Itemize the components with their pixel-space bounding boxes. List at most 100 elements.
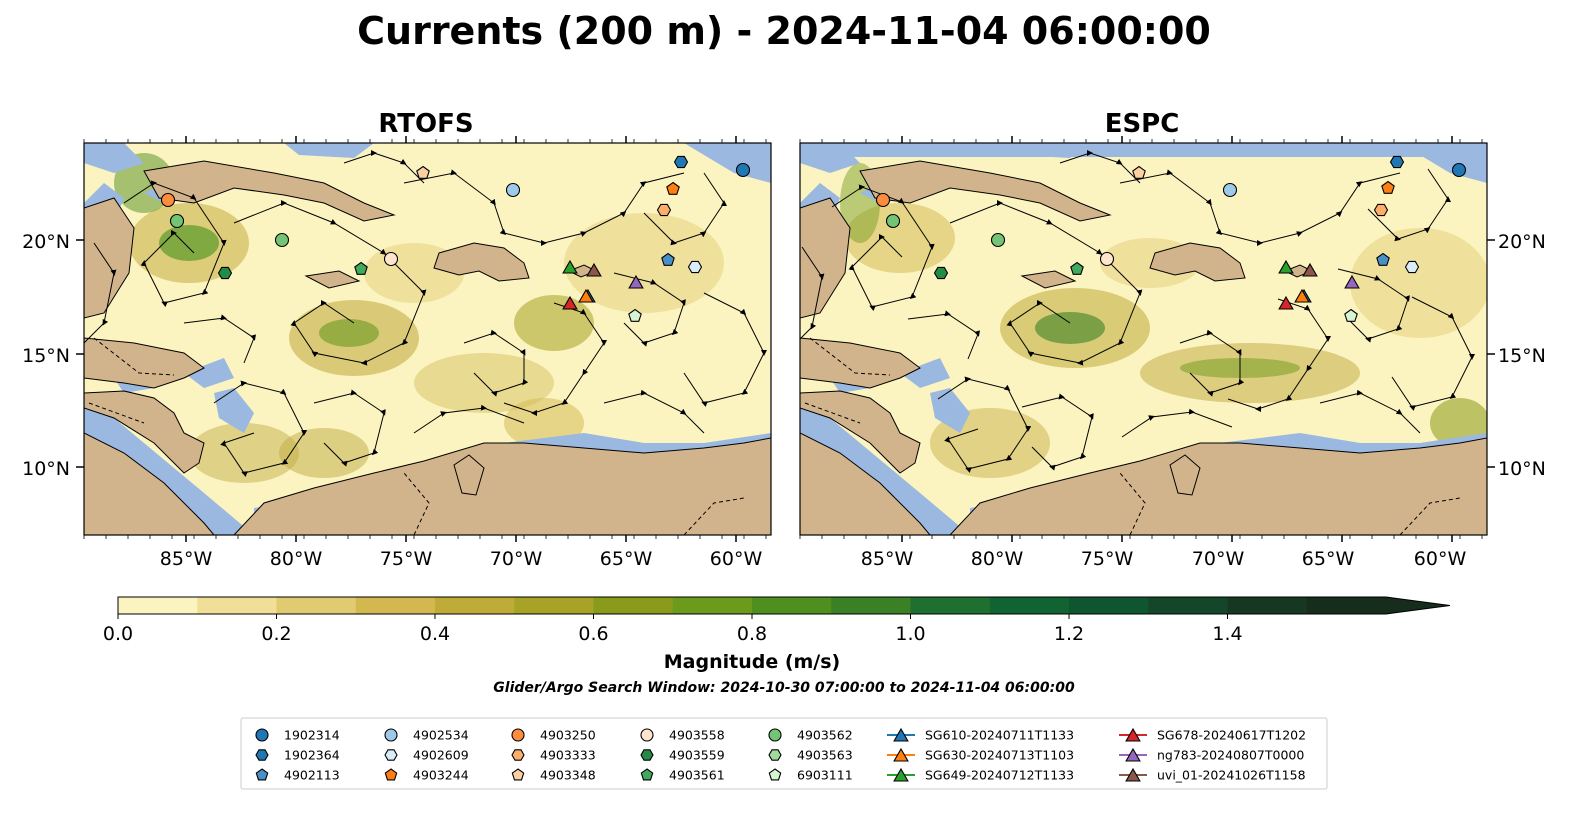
float-marker-circle [768, 728, 782, 742]
float-marker-hexagon [656, 203, 672, 217]
float-marker-circle [1099, 251, 1115, 267]
lat-tick-label: 10°N [22, 458, 70, 480]
lat-tick-label: 15°N [1498, 345, 1546, 367]
maracaibo-land [1169, 454, 1201, 496]
colorbar-segment [276, 597, 357, 614]
country-border [403, 472, 430, 535]
float-marker-triangle [578, 288, 594, 303]
country-border [93, 337, 175, 376]
float-marker-hexagon [511, 749, 525, 761]
streamline [463, 329, 529, 397]
colorbar-tick-label: 1.4 [1212, 623, 1242, 645]
lat-tick-label: 15°N [22, 345, 70, 367]
float-marker-circle [255, 728, 269, 742]
streamline [603, 389, 705, 434]
float-marker-pentagon [1376, 252, 1390, 266]
streamline [1227, 298, 1331, 412]
colorbar-segment [1227, 597, 1308, 614]
legend-label: 6903111 [797, 768, 853, 783]
lon-tick-label: 75°W [1081, 548, 1134, 570]
lon-tick-label: 85°W [160, 548, 213, 570]
map-ticks [76, 136, 767, 542]
no-data-area [184, 358, 234, 388]
streamlines [84, 150, 767, 477]
colorbar-segment [435, 597, 515, 614]
colorbar-tick-label: 0.8 [737, 623, 767, 645]
colorbar: 0.0 0.2 0.4 0.6 0.8 1.0 1.2 1.4 [103, 596, 1451, 645]
float-markers [160, 155, 751, 322]
float-marker-hexagon [384, 749, 398, 761]
no-data-area [1000, 143, 1090, 158]
colorbar-segment [197, 597, 277, 614]
float-marker-pentagon [416, 165, 430, 179]
float-marker-circle [875, 192, 891, 208]
float-marker-pentagon [661, 252, 675, 266]
float-marker-pentagon [1070, 261, 1084, 275]
float-marker-triangle [562, 295, 578, 310]
float-marker-hexagon [933, 266, 949, 280]
search-window-note: Glider/Argo Search Window: 2024-10-30 07… [493, 680, 1075, 696]
legend-label: 4902113 [284, 768, 340, 783]
streamlines [800, 150, 1475, 473]
legend-label: 4903559 [669, 748, 725, 763]
streamline [1059, 150, 1141, 184]
lon-tick-label: 60°W [710, 548, 763, 570]
colorbar-segment [831, 597, 911, 614]
colorbar-tick-label: 1.2 [1054, 623, 1084, 645]
honduras-land [800, 337, 921, 389]
nicaragua-land [800, 390, 921, 474]
streamline [1121, 408, 1233, 438]
colorbar-extend-arrow [1386, 597, 1450, 614]
colorbar-segment [1148, 597, 1228, 614]
float-marker-pentagon [384, 768, 398, 781]
colorbar-tick-label: 0.2 [261, 623, 291, 645]
colorbar-segment [910, 597, 991, 614]
streamline [831, 184, 935, 311]
float-marker-triangle [1278, 295, 1294, 310]
map-frame [83, 142, 772, 536]
lon-tick-label: 70°W [490, 548, 543, 570]
legend-label: SG610-20240711T1133 [925, 728, 1074, 743]
panel-title-espc: ESPC [1105, 109, 1180, 139]
streamline [343, 150, 425, 184]
map-panel-espc [799, 136, 1495, 542]
float-marker-triangle [562, 259, 578, 274]
legend-label: SG678-20240617T1202 [1157, 728, 1306, 743]
float-marker-circle [885, 213, 901, 229]
float-marker-triangle [893, 727, 909, 742]
float-marker-pentagon [354, 261, 368, 275]
float-marker-pentagon [628, 308, 642, 322]
streamline [1021, 393, 1094, 471]
float-marker-circle [1451, 162, 1467, 178]
lat-tick-label: 10°N [1498, 458, 1546, 480]
float-marker-pentagon [640, 768, 654, 781]
map-frame [799, 142, 1488, 536]
yucatan-land [84, 197, 135, 319]
float-marker-hexagon [217, 266, 233, 280]
lat-tick-label: 20°N [1498, 231, 1546, 253]
honduras-land [84, 337, 205, 389]
float-marker-pentagon [1132, 165, 1146, 179]
float-marker-circle [160, 192, 176, 208]
colorbar-segment [752, 597, 832, 614]
float-marker-circle [274, 232, 290, 248]
streamline [907, 310, 980, 360]
streamline [1179, 329, 1245, 397]
streamline [800, 246, 825, 340]
float-marker-triangle [1302, 262, 1318, 277]
float-marker-hexagon [1404, 260, 1420, 274]
float-marker-circle [511, 728, 525, 742]
no-data-area [800, 143, 860, 173]
streamline [1319, 389, 1421, 434]
maracaibo-land [453, 454, 485, 496]
country-border [88, 402, 145, 424]
legend-label: SG649-20240712T1133 [925, 768, 1074, 783]
map-ticks [799, 136, 1495, 542]
float-marker-pentagon [511, 768, 525, 781]
country-border [809, 337, 891, 376]
streamline [1391, 296, 1475, 411]
streamline [643, 172, 727, 246]
colorbar-segment [1306, 597, 1387, 614]
streamline [937, 376, 1032, 473]
